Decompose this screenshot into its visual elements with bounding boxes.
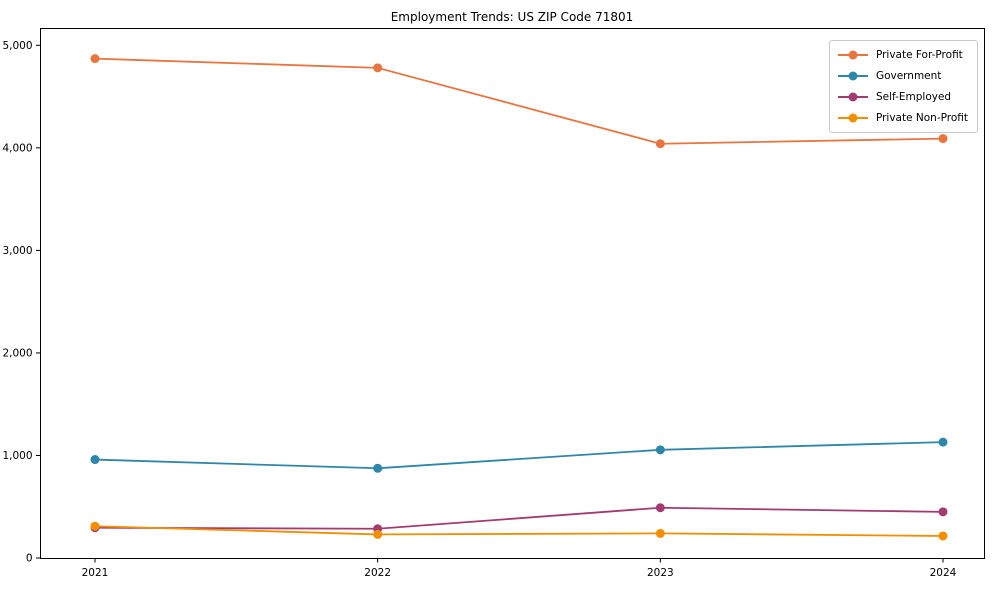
- data-point-government: [655, 445, 665, 455]
- y-tick-label: 2,000: [2, 347, 32, 359]
- series-line-private-for-profit: [94, 57, 944, 145]
- data-point-government: [90, 455, 100, 465]
- series-line-private-non-profit: [94, 525, 944, 537]
- data-point-government: [938, 437, 948, 447]
- legend-item-private-non-profit: Private Non-Profit: [837, 110, 968, 126]
- data-point-private-non-profit: [373, 529, 383, 539]
- x-tick-label: 2022: [364, 567, 391, 579]
- series-self-employed: [90, 503, 948, 534]
- series-government: [90, 437, 948, 473]
- x-tick-label: 2023: [647, 567, 674, 579]
- data-point-government: [373, 463, 383, 473]
- legend-line-marker-icon: [837, 50, 868, 60]
- data-point-private-for-profit: [655, 139, 665, 149]
- y-tick-label: 0: [26, 553, 33, 565]
- data-point-self-employed: [938, 507, 948, 517]
- y-tick-label: 4,000: [2, 142, 32, 154]
- data-point-private-non-profit: [90, 521, 100, 531]
- legend-line-marker-icon: [837, 71, 868, 81]
- data-point-private-for-profit: [90, 54, 100, 64]
- legend-line-marker-icon: [837, 92, 868, 102]
- plot-border: [40, 28, 985, 559]
- legend-item-self-employed: Self-Employed: [837, 89, 968, 105]
- legend-item-government: Government: [837, 68, 968, 84]
- legend-label: Government: [875, 70, 942, 82]
- data-point-private-non-profit: [938, 531, 948, 541]
- series-private-for-profit: [90, 54, 948, 149]
- data-point-private-for-profit: [938, 134, 948, 144]
- data-point-self-employed: [655, 503, 665, 513]
- legend-line-marker-icon: [837, 113, 868, 123]
- y-tick-label: 3,000: [2, 245, 32, 257]
- data-point-private-for-profit: [373, 63, 383, 73]
- data-point-private-non-profit: [655, 528, 665, 538]
- chart-title: Employment Trends: US ZIP Code 71801: [391, 10, 634, 24]
- y-tick-label: 5,000: [2, 40, 32, 52]
- legend-label: Private Non-Profit: [875, 112, 968, 124]
- legend-label: Self-Employed: [875, 91, 952, 103]
- x-tick-label: 2021: [82, 567, 109, 579]
- y-tick-label: 1,000: [2, 450, 32, 462]
- axis-ticks: 0 1,000 2,000 3,000 4,000 5,000 2021 2022 2023 20…: [2, 40, 956, 579]
- series-line-self-employed: [94, 506, 944, 530]
- legend: Private For-Profit Government Self-Employe…: [828, 40, 978, 133]
- legend-label: Private For-Profit: [875, 49, 963, 61]
- series-private-non-profit: [90, 521, 948, 541]
- series-group: [90, 54, 948, 541]
- legend-item-private-for-profit: Private For-Profit: [837, 47, 968, 63]
- series-line-government: [94, 441, 944, 470]
- x-tick-label: 2024: [930, 567, 957, 579]
